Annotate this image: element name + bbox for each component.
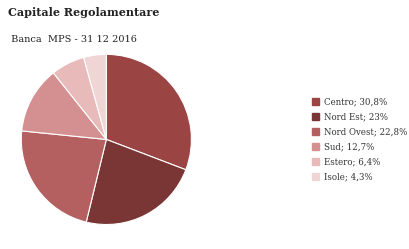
Text: Capitale Regolamentare: Capitale Regolamentare <box>8 7 160 18</box>
Wedge shape <box>21 131 106 222</box>
Wedge shape <box>53 58 106 139</box>
Wedge shape <box>106 54 191 170</box>
Legend: Centro; 30,8%, Nord Est; 23%, Nord Ovest; 22,8%, Sud; 12,7%, Estero; 6,4%, Isole: Centro; 30,8%, Nord Est; 23%, Nord Ovest… <box>311 96 409 183</box>
Wedge shape <box>86 139 186 225</box>
Wedge shape <box>22 73 106 139</box>
Text: Banca  MPS - 31 12 2016: Banca MPS - 31 12 2016 <box>8 35 137 44</box>
Wedge shape <box>83 54 106 139</box>
